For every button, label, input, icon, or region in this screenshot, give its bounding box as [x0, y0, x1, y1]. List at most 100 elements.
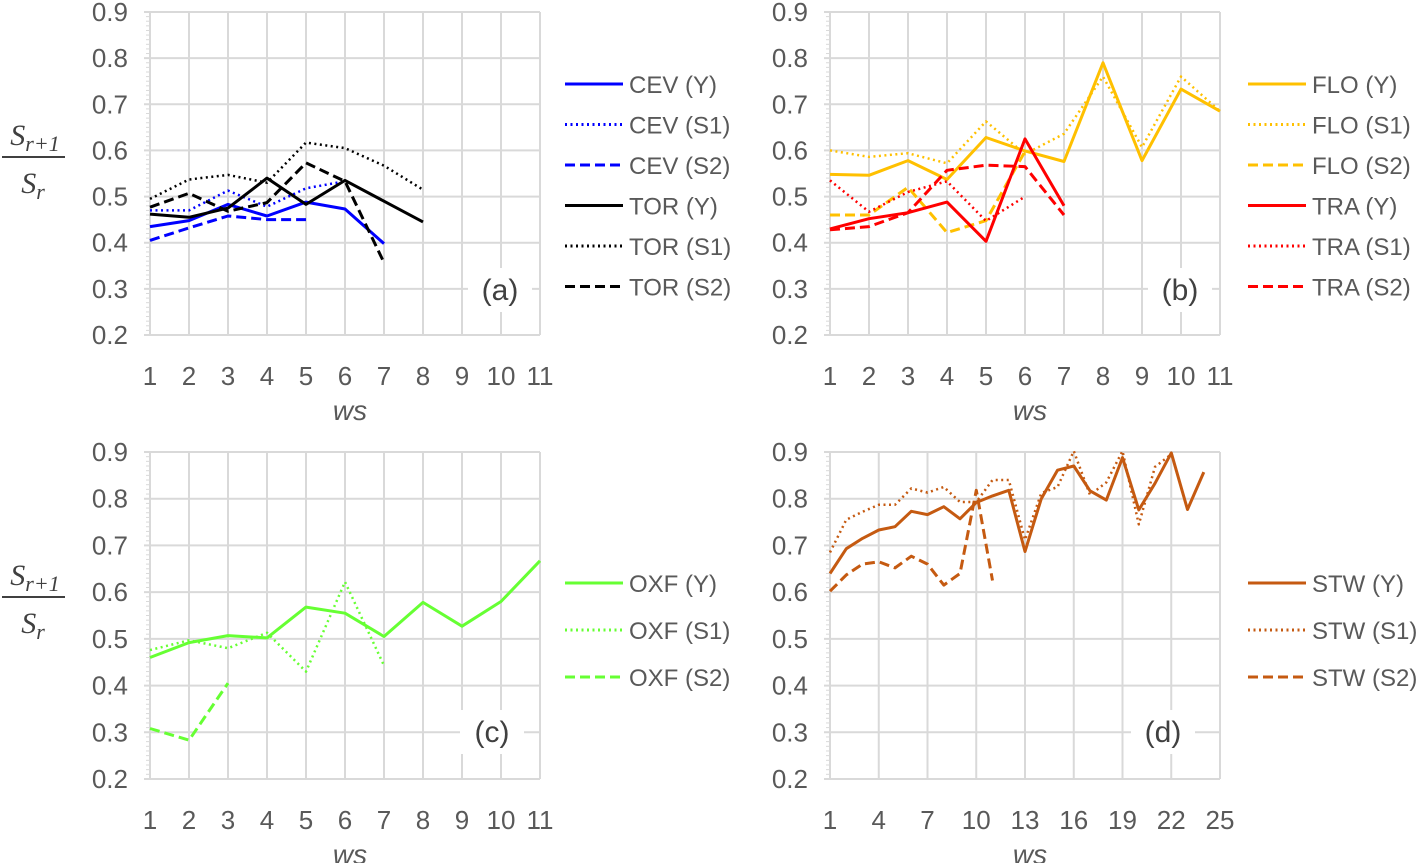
legend-label: OXF (Y): [629, 571, 717, 598]
legend-label: TRA (Y): [1312, 194, 1397, 221]
y-tick-label: 0.9: [772, 0, 808, 27]
x-tick-label: 5: [979, 361, 993, 391]
x-tick-label: 6: [338, 805, 352, 835]
x-tick-label: 10: [1167, 361, 1196, 391]
panel-label: (a): [482, 274, 519, 307]
legend-label: TRA (S1): [1312, 234, 1411, 261]
y-tick-label: 0.8: [772, 484, 808, 514]
x-axis-label: ws: [333, 839, 367, 863]
x-tick-label: 2: [862, 361, 876, 391]
legend-label: TOR (S2): [629, 275, 731, 302]
x-tick-label: 11: [1207, 361, 1234, 391]
x-tick-label: 9: [455, 805, 469, 835]
y-tick-label: 0.2: [92, 764, 128, 794]
panel-label: (b): [1162, 274, 1199, 307]
x-tick-label: 4: [940, 361, 954, 391]
legend-label: TOR (Y): [629, 194, 718, 221]
legend-label: CEV (S1): [629, 113, 730, 140]
y-tick-label: 0.6: [772, 577, 808, 607]
y-tick-label: 0.2: [772, 764, 808, 794]
x-tick-label: 9: [1135, 361, 1149, 391]
x-tick-label: 22: [1157, 805, 1186, 835]
x-tick-label: 7: [1057, 361, 1071, 391]
x-tick-label: 16: [1059, 805, 1088, 835]
y-tick-label: 0.9: [92, 0, 128, 27]
y-tick-label: 0.2: [772, 320, 808, 350]
y-tick-label: 0.7: [92, 530, 128, 560]
y-tick-label: 0.3: [92, 274, 128, 304]
y-label-numerator: Sr+1: [10, 119, 59, 156]
x-tick-label: 8: [416, 361, 430, 391]
legend-label: TOR (S1): [629, 234, 731, 261]
x-tick-label: 1: [143, 805, 157, 835]
x-tick-label: 5: [299, 805, 313, 835]
legend-label: OXF (S1): [629, 618, 730, 645]
panel-label: (d): [1145, 716, 1182, 749]
y-tick-label: 0.2: [92, 320, 128, 350]
y-tick-label: 0.4: [772, 228, 808, 258]
x-tick-label: 19: [1108, 805, 1137, 835]
x-tick-label: 6: [338, 361, 352, 391]
series-line-stw-s2: [830, 490, 993, 591]
x-tick-label: 4: [260, 805, 274, 835]
y-tick-label: 0.4: [772, 671, 808, 701]
legend-label: OXF (S2): [629, 665, 730, 692]
x-axis-label: ws: [333, 395, 367, 426]
y-tick-label: 0.5: [772, 624, 808, 654]
y-tick-label: 0.3: [772, 717, 808, 747]
x-tick-label: 11: [527, 805, 554, 835]
x-tick-label: 2: [182, 805, 196, 835]
y-tick-label: 0.8: [92, 484, 128, 514]
x-tick-label: 10: [962, 805, 991, 835]
y-tick-label: 0.4: [92, 228, 128, 258]
legend-label: STW (Y): [1312, 571, 1404, 598]
series-line-stw-y: [830, 453, 1204, 574]
x-tick-label: 3: [221, 361, 235, 391]
x-axis-label: ws: [1013, 839, 1047, 863]
y-tick-label: 0.7: [772, 530, 808, 560]
x-tick-label: 5: [299, 361, 313, 391]
x-tick-label: 7: [377, 361, 391, 391]
y-axis-label: Sr+1 Sr: [2, 119, 65, 204]
y-tick-label: 0.6: [772, 135, 808, 165]
y-tick-label: 0.4: [92, 671, 128, 701]
y-tick-label: 0.9: [92, 437, 128, 467]
x-tick-label: 10: [487, 805, 516, 835]
y-tick-label: 0.6: [92, 577, 128, 607]
x-tick-label: 3: [221, 805, 235, 835]
x-tick-label: 9: [455, 361, 469, 391]
x-tick-label: 1: [823, 805, 837, 835]
y-tick-label: 0.6: [92, 135, 128, 165]
y-tick-label: 0.7: [92, 89, 128, 119]
x-tick-label: 1: [823, 361, 837, 391]
x-tick-label: 10: [487, 361, 516, 391]
panel-label: (c): [475, 716, 510, 749]
y-tick-label: 0.3: [92, 717, 128, 747]
y-tick-label: 0.7: [772, 89, 808, 119]
y-tick-label: 0.9: [772, 437, 808, 467]
y-tick-label: 0.3: [772, 274, 808, 304]
y-tick-label: 0.5: [92, 624, 128, 654]
y-tick-label: 0.8: [92, 43, 128, 73]
x-tick-label: 1: [143, 361, 157, 391]
x-tick-label: 7: [920, 805, 934, 835]
y-tick-label: 0.5: [92, 182, 128, 212]
x-tick-label: 25: [1206, 805, 1235, 835]
x-tick-label: 13: [1011, 805, 1040, 835]
x-tick-label: 8: [1096, 361, 1110, 391]
y-label-denominator: Sr: [21, 167, 45, 204]
x-tick-label: 3: [901, 361, 915, 391]
y-tick-label: 0.8: [772, 43, 808, 73]
legend-label: STW (S1): [1312, 618, 1417, 645]
y-label-denominator: Sr: [21, 607, 45, 644]
x-tick-label: 11: [527, 361, 554, 391]
x-tick-label: 2: [182, 361, 196, 391]
x-tick-label: 8: [416, 805, 430, 835]
y-tick-label: 0.5: [772, 182, 808, 212]
y-axis-label: Sr+1Sr: [2, 559, 65, 644]
